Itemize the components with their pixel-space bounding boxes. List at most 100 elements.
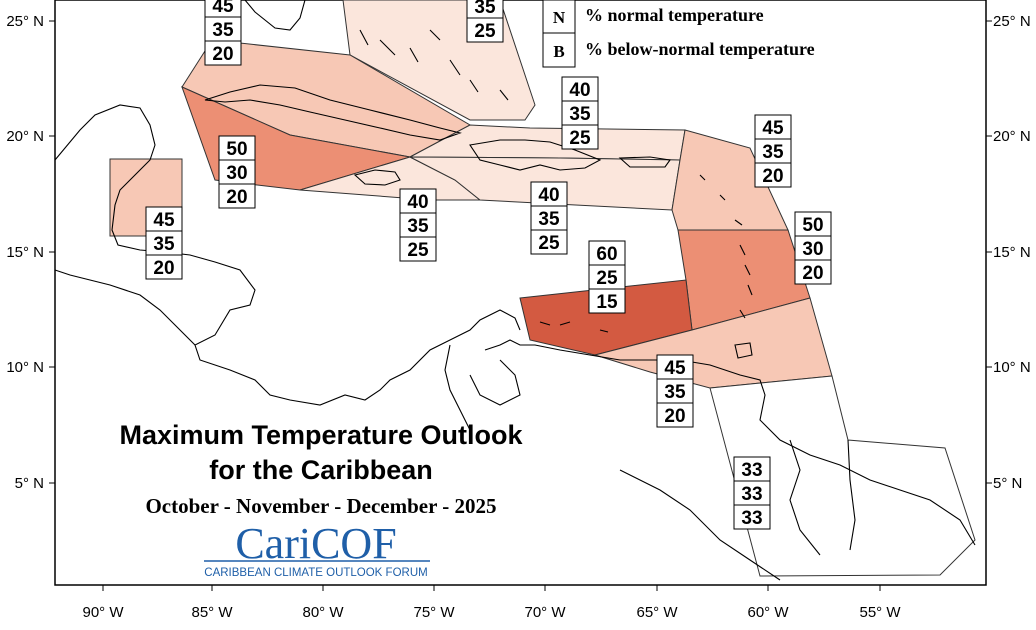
x-axis-labels: 90° W 85° W 80° W 75° W 70° W 65° W 60° … — [82, 604, 901, 621]
prob-value: 45 — [664, 358, 686, 379]
x-tick-label: 80° W — [302, 604, 344, 621]
prob-value: 25 — [407, 240, 429, 261]
logo-wordmark: CariCOF — [235, 519, 396, 568]
prob-value: 35 — [762, 142, 784, 163]
y-axis-labels-left: 25° N 20° N 15° N 10° N 5° N — [6, 13, 44, 492]
legend-box-n — [542, 0, 576, 34]
x-tick-label: 70° W — [524, 604, 566, 621]
prob-box-belize: 45 35 20 — [145, 206, 183, 280]
prob-value: 35 — [538, 209, 560, 230]
y-tick-label-right: 10° N — [993, 359, 1031, 376]
prob-value: 30 — [802, 239, 823, 260]
caricof-logo: CariCOF CARIBBEAN CLIMATE OUTLOOK FORUM — [204, 519, 430, 579]
title-block: Maximum Temperature Outlook for the Cari… — [119, 420, 523, 518]
y-tick-label-left: 25° N — [6, 13, 44, 30]
y-tick-label-right: 20° N — [993, 128, 1031, 145]
prob-box-jamaica: 40 35 25 — [399, 188, 437, 262]
prob-value: 45 — [212, 0, 234, 17]
prob-value: 25 — [569, 128, 591, 149]
prob-box-trinidad: 45 35 20 — [656, 354, 694, 428]
prob-box-cuba: 50 30 20 — [218, 135, 256, 209]
coastline-cuba — [204, 84, 462, 141]
prob-value: 20 — [212, 44, 233, 65]
prob-value: 35 — [474, 0, 496, 18]
legend: N % normal temperature B % below-normal … — [542, 0, 815, 68]
probability-labels: 45 35 20 35 25 50 30 20 40 35 25 40 35 2… — [145, 0, 832, 530]
map-title-line2: for the Caribbean — [209, 455, 433, 485]
coastline-lesser-antilles — [699, 174, 753, 319]
prob-box-bahamas-east: 35 25 — [466, 0, 504, 43]
y-tick-label-left: 15° N — [6, 244, 44, 261]
prob-value: 20 — [664, 406, 685, 427]
prob-value: 60 — [596, 244, 617, 265]
coastline-bahamas — [359, 29, 509, 101]
legend-text-b: % below-normal temperature — [585, 39, 815, 59]
y-tick-label-right: 15° N — [993, 244, 1031, 261]
forecast-regions — [109, 0, 976, 577]
legend-letter-n: N — [553, 8, 566, 27]
coastline-colombia-west — [444, 344, 471, 431]
coastline-jamaica — [353, 169, 401, 186]
x-tick-label: 65° W — [636, 604, 678, 621]
prob-value: 35 — [407, 216, 429, 237]
prob-value: 25 — [474, 21, 496, 42]
prob-value: 50 — [802, 215, 823, 236]
prob-value: 25 — [596, 268, 618, 289]
prob-value: 33 — [741, 460, 762, 481]
prob-box-bahamas-west: 45 35 20 — [204, 0, 242, 66]
prob-box-guianas: 33 33 33 — [733, 456, 771, 530]
prob-value: 45 — [153, 210, 175, 231]
prob-value: 20 — [802, 263, 823, 284]
x-tick-label: 55° W — [859, 604, 901, 621]
coastline-guianas-borders — [789, 439, 856, 556]
legend-letter-b: B — [553, 42, 564, 61]
y-tick-label-left: 20° N — [6, 128, 44, 145]
prob-value: 33 — [741, 484, 762, 505]
prob-value: 35 — [153, 234, 175, 255]
x-tick-label: 85° W — [191, 604, 233, 621]
coastlines — [54, 0, 976, 581]
y-tick-label-right: 5° N — [993, 475, 1022, 492]
prob-box-leeward: 45 35 20 — [754, 114, 792, 188]
prob-value: 33 — [741, 508, 762, 529]
x-tick-label: 90° W — [82, 604, 124, 621]
coastline-venezuela-interior — [469, 359, 781, 581]
prob-value: 45 — [762, 118, 784, 139]
y-tick-label-left: 5° N — [15, 475, 44, 492]
legend-box-b — [542, 32, 576, 68]
prob-value: 20 — [762, 166, 783, 187]
prob-value: 50 — [226, 139, 247, 160]
legend-text-n: % normal temperature — [585, 5, 764, 25]
logo-subtitle: CARIBBEAN CLIMATE OUTLOOK FORUM — [204, 567, 427, 579]
coastline-hispaniola — [469, 139, 602, 171]
region-guianas — [709, 375, 976, 577]
coastline-pacific — [54, 269, 196, 346]
prob-value: 30 — [226, 163, 247, 184]
prob-value: 35 — [212, 20, 234, 41]
prob-value: 20 — [153, 258, 174, 279]
prob-value: 25 — [538, 233, 560, 254]
y-tick-label-left: 10° N — [6, 359, 44, 376]
x-tick-label: 75° W — [413, 604, 455, 621]
coastline-puerto-rico — [618, 156, 671, 168]
coastline-abc-islands — [539, 321, 609, 333]
prob-box-windward: 50 30 20 — [794, 211, 832, 285]
coastline-trinidad — [734, 342, 753, 359]
prob-value: 20 — [226, 187, 247, 208]
forecast-period: October - November - December - 2025 — [145, 494, 496, 518]
prob-value: 40 — [569, 80, 590, 101]
prob-value: 40 — [538, 185, 559, 206]
prob-value: 40 — [407, 192, 428, 213]
prob-box-hispaniola-south: 40 35 25 — [530, 181, 568, 255]
prob-value: 15 — [596, 292, 618, 313]
axis-ticks — [49, 20, 992, 591]
map-frame — [54, 0, 987, 586]
map-title-line1: Maximum Temperature Outlook — [119, 420, 523, 450]
prob-box-hispaniola-north: 40 35 25 — [561, 76, 599, 150]
x-tick-label: 60° W — [747, 604, 789, 621]
coastline-florida — [244, 0, 306, 31]
prob-value: 35 — [664, 382, 686, 403]
y-axis-labels-right: 25° N 20° N 15° N 10° N 5° N — [993, 13, 1031, 492]
coastline-central-america — [54, 104, 521, 406]
prob-value: 35 — [569, 104, 591, 125]
